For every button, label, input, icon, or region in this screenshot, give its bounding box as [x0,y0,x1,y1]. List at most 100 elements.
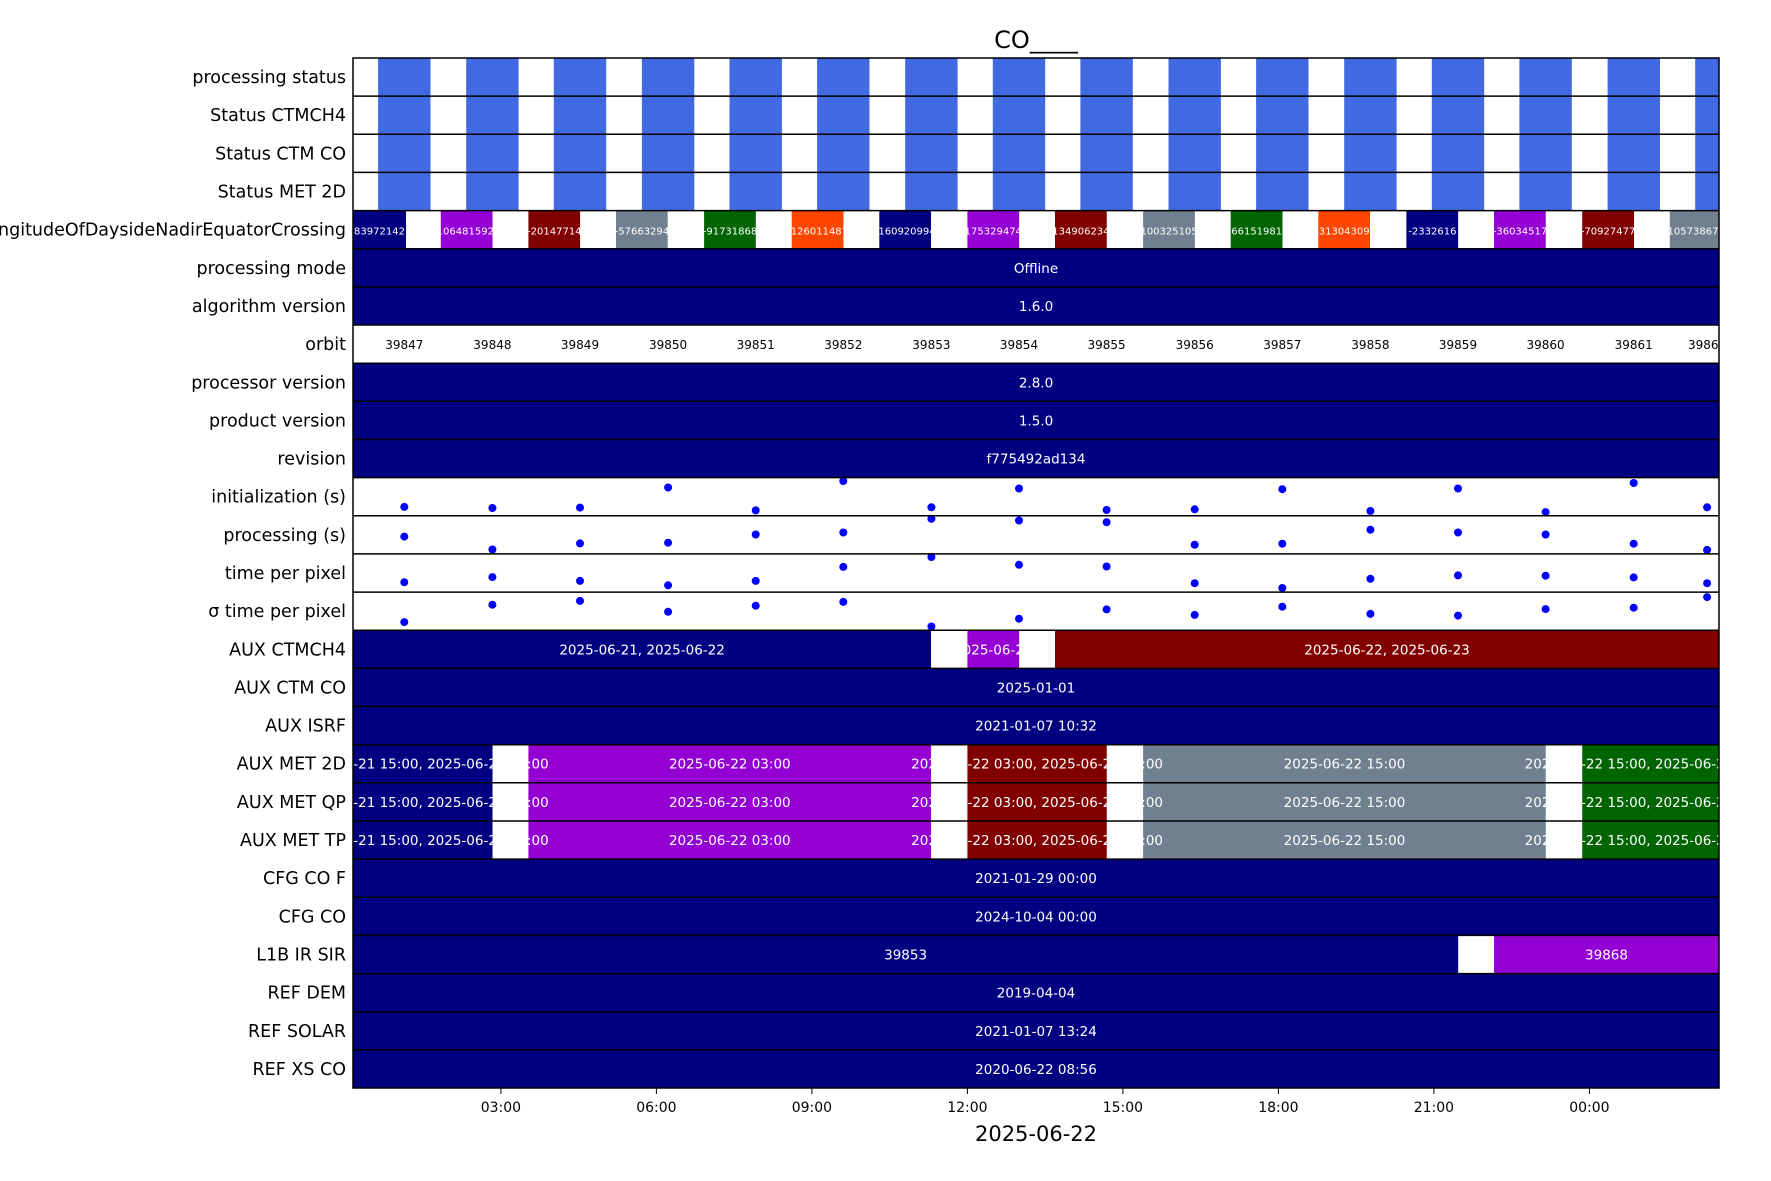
segment-bar [1106,210,1144,249]
scatter-point [1278,485,1287,494]
status-block [817,134,870,173]
segment-bar [1143,744,1546,783]
scatter-point [1454,611,1462,620]
segment-bar [1143,821,1546,860]
x-tick-label: 09:00 [792,1100,832,1116]
segment-label: -57663294 [615,227,670,238]
segment-bar [1055,630,1719,669]
status-block [1695,96,1719,135]
status-block [1168,172,1221,211]
segment-bar [1545,821,1583,860]
segment-bar [1143,782,1546,821]
segment-bar [1055,210,1107,249]
status-block [378,96,431,135]
x-tick-label: 21:00 [1414,1100,1454,1116]
status-block [1256,172,1309,211]
status-block [1695,134,1719,173]
segment-label: 2025-06-22 03:00 [669,833,791,849]
status-block [1080,172,1133,211]
status-block [1519,96,1572,135]
segment-label: 2025-06-22 15:00 [1284,795,1406,811]
status-block [1168,96,1221,135]
row-label-ref-dem: REF DEM [268,984,346,1004]
segment-bar [1106,744,1144,783]
segment-bar [353,973,1719,1012]
segment-bar [1370,210,1407,249]
status-block [729,134,782,173]
status-block [817,172,870,211]
scatter-point [1541,530,1550,539]
orbit-label: 39857 [1263,338,1301,352]
row-label-cfg-co-f: CFG CO F [263,869,346,889]
segment-bar [353,1049,1719,1088]
segment-label: 2025-06-21 15:00, 2025-06-22 03:00 [297,833,549,849]
scatter-point [1366,574,1375,583]
row-labels: processing status Status CTMCH4 Status CTM… [0,68,346,1080]
scatter-point [1190,610,1199,619]
scatter-point [1541,605,1550,614]
status-block [729,58,782,97]
segment-bar [1582,821,1719,860]
scatter-point [751,530,760,539]
status-block [553,58,607,97]
status-block [905,172,958,211]
status-block [553,172,607,211]
segment-bar [1019,630,1056,669]
scatter-point [1541,508,1550,517]
segment-bar [528,210,581,249]
orbit-label: 39861 [1615,338,1653,352]
segment-label: 2025-06-21, 2025-06-22 [559,642,725,658]
x-tick-label: 15:00 [1103,1100,1143,1116]
status-block [1695,172,1719,211]
segment-bar [1582,782,1719,821]
x-tick-label: 03:00 [481,1100,521,1116]
segment-bar [528,744,932,783]
scatter-point [1454,528,1462,537]
scatter-point [576,576,584,585]
segment-bar [967,821,1107,860]
segment-bar [1406,210,1459,249]
segment-label: 2025-06-21 15:00, 2025-06-22 03:00 [297,757,549,773]
segment-label: 2025-06-22 15:00, 2025-06-23 03:00 [1525,757,1771,773]
status-block [1256,134,1309,173]
scatter-point [576,503,584,512]
status-block [1519,58,1572,97]
status-block [1256,96,1309,135]
scatter-point [1703,579,1712,588]
segment-bar [1634,210,1670,249]
scatter-point [839,597,848,606]
segment-bar [492,210,529,249]
segment-bar [353,401,1719,440]
scatter-point [576,539,584,548]
scatter-point [664,538,673,547]
segment-bar [1494,935,1719,974]
segment-bar [353,630,932,669]
segment-label: 83972142 [354,227,405,238]
segment-bar [406,210,441,249]
scatter-point [927,553,936,561]
status-block [1519,134,1572,173]
orbit-label: 39853 [912,338,950,352]
segment-bar [931,210,968,249]
row-label-aux-isrf: AUX ISRF [265,717,346,737]
segment-label: 2025-06-22 03:00 [669,795,791,811]
scatter-point [1278,602,1287,611]
status-block [1519,172,1572,211]
segment-bar [353,782,493,821]
status-block [905,58,958,97]
status-block [1431,172,1485,211]
scatter-point [1366,609,1375,618]
scatter-point [1629,479,1638,487]
segment-label: 2025-06-22 [954,642,1032,658]
scatter-point [1015,484,1023,493]
x-axis: 03:00 06:00 09:00 12:00 15:00 18:00 21:00 00:00 [481,1088,1610,1116]
segment-bar [353,248,1719,287]
segment-bar [667,210,705,249]
scatter-point [1102,562,1111,571]
status-block [466,96,519,135]
scatter-point [1629,573,1638,582]
scatter-point [1190,505,1199,514]
scatter-point [488,600,497,609]
x-tick-label: 12:00 [947,1100,987,1116]
